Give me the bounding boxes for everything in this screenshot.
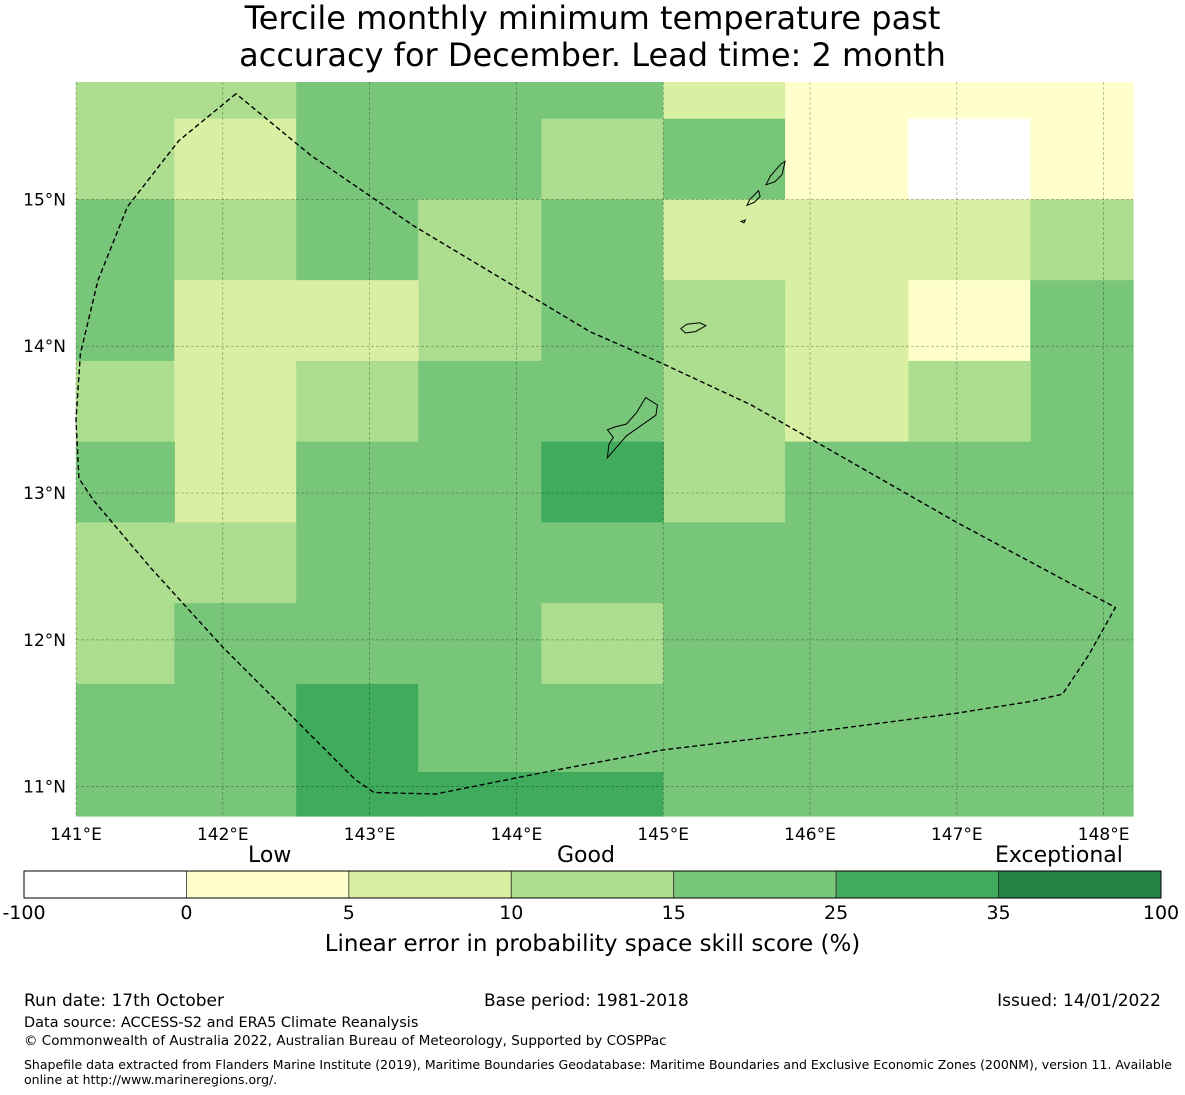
skill-cell — [663, 82, 786, 120]
skill-cell — [76, 522, 297, 604]
axis-tick-labels: 141°E 142°E 143°E 144°E 145°E 146°E 147°E 148°E… — [23, 190, 1129, 845]
colorbar-tick-label: 10 — [499, 902, 524, 924]
colorbar-segment — [998, 870, 1162, 899]
issued-date: Issued: 14/01/2022 — [997, 991, 1161, 1011]
eez-boundary-line — [75, 93, 1117, 795]
lat-tick-label: 11°N — [23, 778, 66, 798]
map-title: Tercile monthly minimum temperature past… — [239, 0, 946, 74]
colorbar-label-exceptional: Exceptional — [995, 843, 1123, 868]
lon-tick-label: 143°E — [344, 825, 396, 845]
colorbar-label-low: Low — [248, 843, 292, 868]
skill-cell — [785, 280, 909, 443]
skill-cell — [908, 360, 1031, 443]
skill-grid — [76, 82, 1134, 817]
skill-cell — [541, 603, 664, 685]
skill-cell — [785, 441, 1134, 523]
colorbar-segment — [23, 870, 187, 899]
colorbar-frame — [23, 870, 1162, 899]
colorbar-segment — [835, 870, 999, 899]
skill-cell — [174, 603, 542, 685]
colorbar-tick-label: 100 — [1142, 902, 1180, 924]
skill-cell — [174, 360, 297, 523]
skill-cell — [1030, 280, 1134, 443]
colorbar-tick-label: 0 — [180, 902, 193, 924]
skill-cell — [785, 82, 1134, 120]
skill-cell — [908, 118, 1031, 201]
colorbar-tick-label: 35 — [986, 902, 1011, 924]
copyright: © Commonwealth of Australia 2022, Austra… — [24, 1033, 667, 1049]
skill-cell — [418, 199, 542, 362]
skill-cell — [174, 118, 297, 201]
skill-cell — [296, 522, 1134, 604]
lat-tick-label: 15°N — [23, 190, 66, 210]
coastlines — [606, 160, 786, 460]
colorbar-segment — [348, 870, 512, 899]
eez-boundary — [75, 93, 1117, 795]
skill-cell — [418, 771, 664, 817]
colorbar-segment — [673, 870, 837, 899]
skill-cell — [418, 683, 664, 773]
colorbar-tick-label: 5 — [342, 902, 355, 924]
lat-tick-label: 13°N — [23, 484, 66, 504]
skill-cell — [908, 280, 1031, 362]
skill-cell — [76, 360, 175, 443]
skill-cell — [76, 441, 175, 523]
skill-cell — [174, 280, 419, 362]
skill-cell — [174, 199, 297, 281]
skill-cell — [296, 82, 664, 120]
island-outline — [765, 160, 786, 186]
skill-cell — [785, 118, 909, 201]
colorbar-segment — [510, 870, 675, 899]
island-outline — [739, 219, 747, 224]
skill-cell — [76, 118, 175, 201]
data-source: Data source: ACCESS-S2 and ERA5 Climate … — [24, 1015, 419, 1031]
colorbar-tick-label: -100 — [2, 902, 46, 924]
lon-tick-label: 147°E — [931, 825, 983, 845]
skill-cell — [296, 118, 542, 201]
lon-tick-label: 144°E — [491, 825, 543, 845]
lon-tick-label: 148°E — [1078, 825, 1130, 845]
skill-cell — [663, 199, 1031, 281]
skill-cell — [76, 199, 175, 362]
colorbar-title: Linear error in probability space skill … — [324, 931, 861, 957]
skill-cell — [663, 118, 786, 201]
base-period: Base period: 1981-2018 — [484, 991, 689, 1011]
island-outline — [680, 322, 707, 334]
skill-cell — [296, 683, 419, 817]
lon-tick-label: 141°E — [50, 825, 102, 845]
colorbar-tick-label: 25 — [824, 902, 849, 924]
graticule — [75, 82, 1133, 816]
run-date: Run date: 17th October — [24, 991, 224, 1011]
lon-tick-label: 146°E — [784, 825, 836, 845]
skill-cell — [76, 603, 175, 685]
island-outline — [606, 396, 658, 460]
colorbar-label-good: Good — [557, 843, 615, 868]
colorbar-tick-label: 15 — [661, 902, 686, 924]
lon-tick-label: 145°E — [637, 825, 689, 845]
lat-tick-label: 14°N — [23, 337, 66, 357]
skill-cell — [663, 280, 786, 523]
skill-cell — [541, 199, 664, 443]
skill-cell — [663, 683, 1134, 817]
skill-cell — [296, 441, 542, 523]
skill-cell — [541, 441, 664, 523]
skill-cell — [1030, 118, 1134, 201]
skill-cell — [541, 118, 664, 201]
island-outline — [745, 189, 761, 207]
skill-cell — [76, 683, 297, 817]
lon-tick-label: 142°E — [197, 825, 249, 845]
skill-cell — [418, 360, 542, 443]
skill-cell — [663, 603, 1134, 685]
colorbar — [23, 870, 1162, 899]
lat-tick-label: 12°N — [23, 631, 66, 651]
skill-cell — [296, 360, 419, 443]
shapefile-credit: Shapefile data extracted from Flanders M… — [24, 1057, 1172, 1087]
skill-cell — [296, 199, 419, 281]
skill-cell — [1030, 199, 1134, 281]
colorbar-segment — [186, 870, 350, 899]
